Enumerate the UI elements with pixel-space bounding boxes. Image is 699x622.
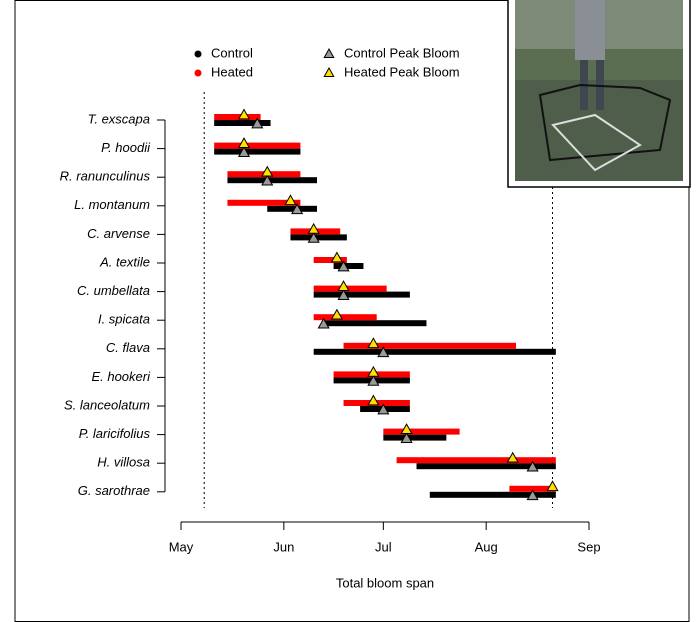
category-label: R. ranunculinus	[60, 169, 151, 184]
category-label: P. laricifolius	[79, 426, 151, 441]
category-label: E. hookeri	[91, 369, 151, 384]
category-label: C. flava	[106, 340, 150, 355]
bloom-bar	[314, 286, 387, 292]
bloom-bar	[214, 149, 300, 155]
category-label: C. arvense	[87, 226, 150, 241]
category-label: G. sarothrae	[78, 483, 150, 498]
bloom-bar	[214, 120, 270, 126]
chart: Total bloom span May Jun Jul Aug Sep T. exsca…	[0, 0, 699, 622]
x-axis-label: Total bloom span	[336, 575, 434, 590]
bloom-bar	[324, 320, 427, 326]
legend-marker	[195, 51, 202, 58]
legend-label: Heated Peak Bloom	[344, 64, 460, 79]
x-tick-label: Sep	[577, 539, 600, 554]
bloom-bar	[214, 143, 300, 149]
category-label: T. exscapa	[88, 111, 150, 126]
bloom-bar	[430, 492, 556, 498]
bloom-bar	[334, 263, 364, 269]
photo-person	[575, 0, 605, 60]
category-label: L. montanum	[74, 197, 150, 212]
legend-marker	[195, 70, 202, 77]
x-tick-label: Aug	[475, 539, 498, 554]
bloom-bar	[314, 349, 556, 355]
bloom-bar	[227, 177, 317, 183]
x-tick-label: Jul	[375, 539, 392, 554]
bloom-bar	[383, 429, 459, 435]
category-label: P. hoodii	[101, 140, 151, 155]
bloom-bar	[290, 234, 346, 240]
x-tick-label: Jun	[273, 539, 294, 554]
category-label: H. villosa	[97, 455, 150, 470]
category-label: C. umbellata	[77, 283, 150, 298]
category-label: S. lanceolatum	[64, 397, 150, 412]
category-label: I. spicata	[98, 312, 150, 327]
bloom-bar	[267, 206, 317, 212]
legend-label: Heated	[211, 64, 253, 79]
category-label: A. textile	[99, 254, 150, 269]
bloom-bar	[214, 114, 260, 120]
bloom-bar	[314, 292, 410, 298]
bloom-bar	[383, 435, 446, 441]
photo-inset	[508, 0, 690, 187]
legend-label: Control	[211, 45, 253, 60]
x-tick-label: May	[169, 539, 194, 554]
legend-label: Control Peak Bloom	[344, 45, 460, 60]
